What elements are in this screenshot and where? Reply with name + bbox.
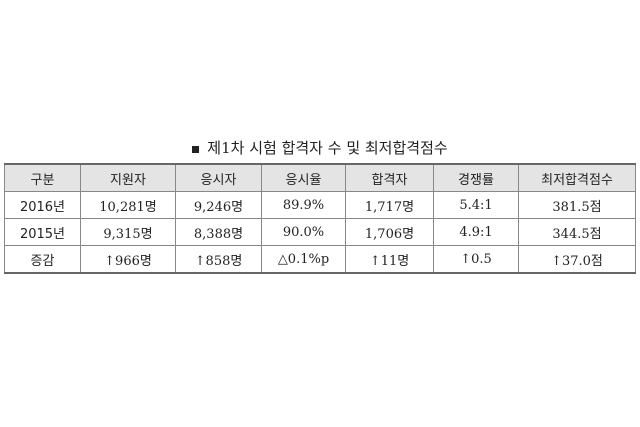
row-label: 2015년 bbox=[4, 218, 81, 246]
results-table: 구분 지원자 응시자 응시율 합격자 경쟁률 최저합격점수 2016년 10,2… bbox=[4, 163, 636, 274]
table-cell: 9,315명 bbox=[80, 218, 176, 246]
table-row: 2016년 10,281명 9,246명 89.9% 1,717명 5.4:1 … bbox=[4, 191, 636, 219]
square-bullet-icon bbox=[192, 145, 200, 153]
table-cell: 8,388명 bbox=[175, 218, 262, 246]
table-cell: 344.5점 bbox=[518, 218, 636, 246]
header-cell: 응시자 bbox=[175, 163, 262, 192]
table-cell: 90.0% bbox=[261, 218, 346, 246]
table-cell: 1,706명 bbox=[345, 218, 434, 246]
header-cell: 구분 bbox=[4, 163, 81, 192]
table-row: 2015년 9,315명 8,388명 90.0% 1,706명 4.9:1 3… bbox=[4, 218, 636, 246]
table-row: 증감 ↑966명 ↑858명 △0.1%p ↑11명 ↑0.5 ↑37.0점 bbox=[4, 245, 636, 274]
header-cell: 응시율 bbox=[261, 163, 346, 192]
table-cell: ↑37.0점 bbox=[518, 245, 636, 274]
header-cell: 경쟁률 bbox=[433, 163, 519, 192]
table-cell: 4.9:1 bbox=[433, 218, 519, 246]
table-cell: 10,281명 bbox=[80, 191, 176, 219]
table-cell: 5.4:1 bbox=[433, 191, 519, 219]
table-cell: △0.1%p bbox=[261, 245, 346, 274]
table-title: 제1차 시험 합격자 수 및 최저합격점수 bbox=[0, 137, 640, 158]
table-cell: 1,717명 bbox=[345, 191, 434, 219]
header-row: 구분 지원자 응시자 응시율 합격자 경쟁률 최저합격점수 bbox=[4, 163, 636, 192]
header-cell: 최저합격점수 bbox=[518, 163, 636, 192]
table-cell: ↑0.5 bbox=[433, 245, 519, 274]
table-title-text: 제1차 시험 합격자 수 및 최저합격점수 bbox=[207, 139, 448, 157]
table-cell: 381.5점 bbox=[518, 191, 636, 219]
table-cell: ↑858명 bbox=[175, 245, 262, 274]
table-cell: 9,246명 bbox=[175, 191, 262, 219]
row-label: 2016년 bbox=[4, 191, 81, 219]
header-cell: 지원자 bbox=[80, 163, 176, 192]
row-label: 증감 bbox=[4, 245, 81, 274]
table-cell: ↑966명 bbox=[80, 245, 176, 274]
header-cell: 합격자 bbox=[345, 163, 434, 192]
table-cell: ↑11명 bbox=[345, 245, 434, 274]
table-cell: 89.9% bbox=[261, 191, 346, 219]
